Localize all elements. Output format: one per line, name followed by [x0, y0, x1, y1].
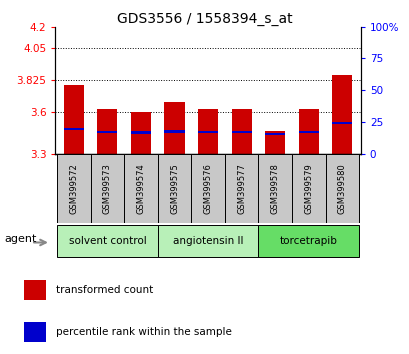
Bar	[63, 85, 84, 154]
Bar	[157, 225, 258, 257]
Text: GSM399572: GSM399572	[69, 163, 78, 214]
Bar	[191, 154, 224, 223]
Text: GSM399579: GSM399579	[303, 163, 312, 214]
Text: GSM399573: GSM399573	[103, 163, 112, 214]
Text: GSM399574: GSM399574	[136, 163, 145, 214]
Text: agent: agent	[4, 234, 36, 244]
Bar	[164, 130, 184, 133]
Bar	[331, 121, 352, 124]
Text: GSM399580: GSM399580	[337, 163, 346, 214]
Bar	[231, 131, 251, 133]
Text: solvent control: solvent control	[68, 236, 146, 246]
Bar	[325, 154, 358, 223]
Bar	[265, 131, 285, 154]
Text: GSM399576: GSM399576	[203, 163, 212, 214]
Bar	[124, 154, 157, 223]
Text: GDS3556 / 1558394_s_at: GDS3556 / 1558394_s_at	[117, 12, 292, 27]
Bar	[130, 131, 151, 134]
Bar	[258, 225, 358, 257]
Bar	[24, 322, 46, 342]
Bar	[198, 131, 218, 133]
Bar	[291, 154, 325, 223]
Bar	[157, 154, 191, 223]
Bar	[63, 128, 84, 131]
Text: percentile rank within the sample: percentile rank within the sample	[56, 327, 231, 337]
Text: GSM399577: GSM399577	[236, 163, 245, 214]
Bar	[298, 109, 318, 154]
Text: GSM399575: GSM399575	[170, 163, 179, 214]
Bar	[198, 109, 218, 154]
Bar	[331, 75, 352, 154]
Bar	[258, 154, 291, 223]
Bar	[57, 154, 90, 223]
Text: angiotensin II: angiotensin II	[173, 236, 243, 246]
Text: GSM399578: GSM399578	[270, 163, 279, 214]
Bar	[97, 109, 117, 154]
Bar	[130, 112, 151, 154]
Bar	[24, 280, 46, 300]
Bar	[97, 131, 117, 133]
Bar	[164, 102, 184, 154]
Text: torcetrapib: torcetrapib	[279, 236, 337, 246]
Bar	[231, 109, 251, 154]
Bar	[265, 133, 285, 136]
Text: transformed count: transformed count	[56, 285, 153, 295]
Bar	[90, 154, 124, 223]
Bar	[57, 225, 157, 257]
Bar	[224, 154, 258, 223]
Bar	[298, 131, 318, 133]
